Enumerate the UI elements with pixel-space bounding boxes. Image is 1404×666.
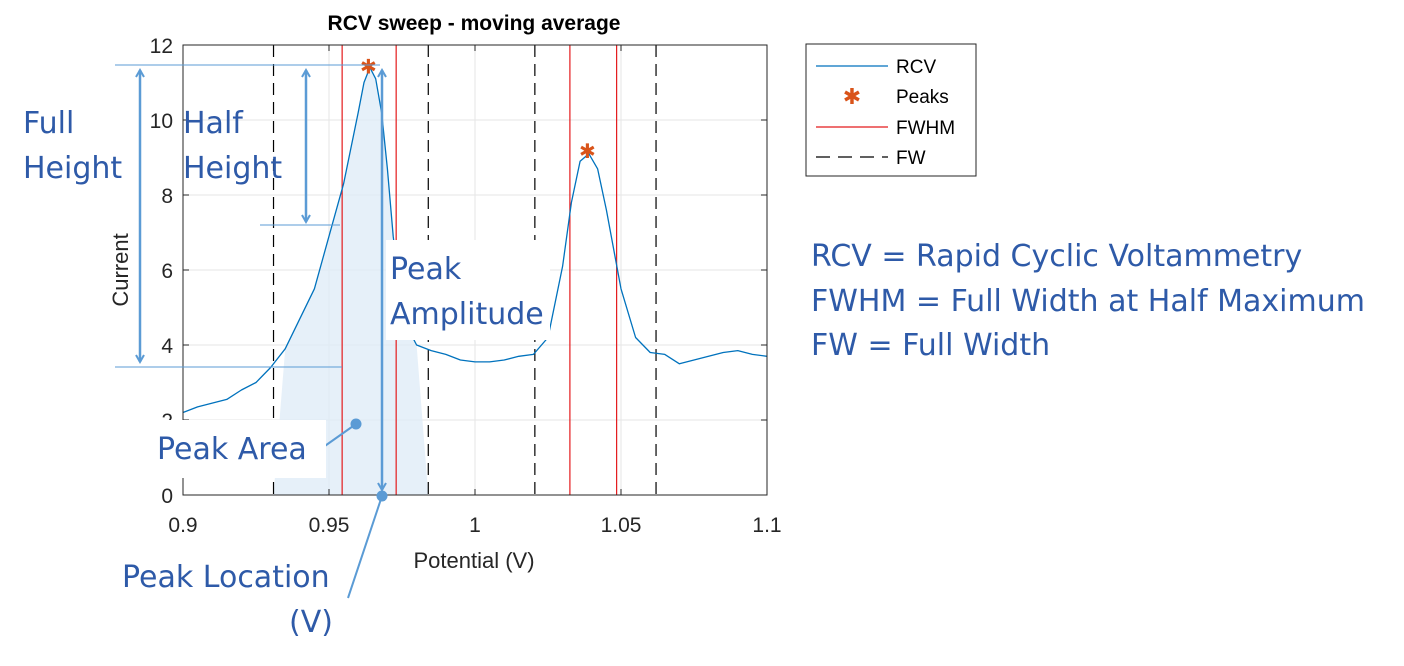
x-tick-label: 0.9: [168, 514, 197, 537]
full-height-label-line1: Full: [23, 106, 74, 141]
legend-label-fwhm: FWHM: [896, 118, 955, 139]
x-tick-label: 0.95: [309, 514, 350, 537]
half-height-label-line1: Half: [183, 106, 244, 141]
x-tick-label: 1: [469, 514, 481, 537]
legend-label-rcv: RCV: [896, 57, 936, 78]
legend: RCV ✱ Peaks FWHM FW: [805, 43, 977, 177]
peak-location-pointer: [347, 495, 383, 599]
peak-marker: ✱: [360, 55, 377, 79]
half-height-label-line2: Height: [183, 151, 282, 186]
x-tick-label: 1.1: [752, 514, 781, 537]
peak-amplitude-label-line2: Amplitude: [390, 297, 544, 332]
legend-label-fw: FW: [896, 148, 926, 169]
y-axis-label: Current: [108, 233, 133, 306]
peak-area-shading: [273, 67, 429, 495]
definition-fw: FW = Full Width: [811, 328, 1050, 363]
rcv-line: [182, 66, 768, 414]
peak-area-backdrop: [150, 420, 326, 478]
peak-area-pointer: [321, 423, 357, 449]
annotation-arrows: [115, 64, 388, 599]
legend-label-peaks: Peaks: [896, 87, 949, 108]
peak-amplitude-label-line1: Peak: [390, 252, 462, 287]
legend-box: [805, 43, 977, 177]
definition-fwhm: FWHM = Full Width at Half Maximum: [811, 284, 1365, 319]
peak-area-fill: [273, 67, 429, 495]
y-tick-label: 6: [161, 260, 173, 283]
y-tick-label: 12: [150, 35, 173, 58]
x-axis-label: Potential (V): [413, 548, 534, 573]
legend-swatch-peaks: ✱: [843, 85, 861, 110]
definition-rcv: RCV = Rapid Cyclic Voltammetry: [811, 239, 1302, 274]
chart-title: RCV sweep - moving average: [328, 12, 621, 35]
full-height-label-line2: Height: [23, 151, 122, 186]
peak-area-label: Peak Area: [157, 432, 307, 467]
y-tick-label: 8: [161, 185, 173, 208]
y-tick-label: 4: [161, 335, 173, 358]
series: ✱✱: [182, 55, 768, 414]
peak-location-label-line2: (V): [289, 605, 333, 640]
x-tick-label: 1.05: [601, 514, 642, 537]
peak-marker: ✱: [579, 139, 596, 163]
y-tick-label: 10: [150, 110, 173, 133]
peak-amplitude-backdrop: [386, 240, 550, 340]
peak-location-label-line1: Peak Location: [122, 560, 330, 595]
y-tick-label: 0: [161, 485, 173, 508]
